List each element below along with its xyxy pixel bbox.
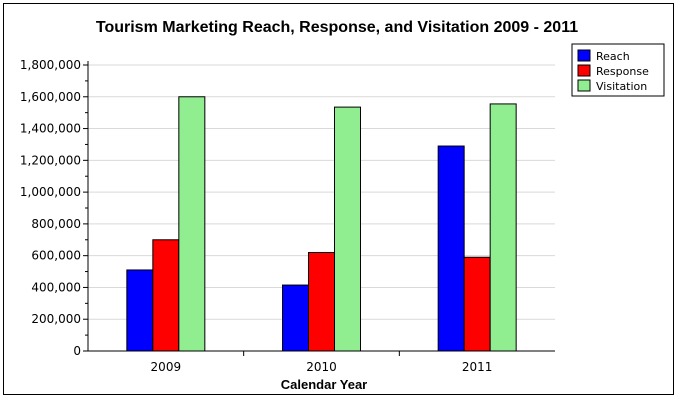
x-axis-label: Calendar Year <box>281 377 367 392</box>
bar-response-2009 <box>152 239 180 352</box>
legend-label-reach: Reach <box>596 50 630 63</box>
y-tick-label: 0 <box>73 344 81 358</box>
bar-response-2011 <box>463 256 491 352</box>
y-tick-label: 200,000 <box>31 312 81 326</box>
chart-title: Tourism Marketing Reach, Response, and V… <box>96 19 578 36</box>
legend-label-visitation: Visitation <box>596 80 647 93</box>
y-tick-label: 1,600,000 <box>20 90 81 104</box>
x-tick-label: 2010 <box>306 360 337 374</box>
legend: Reach Response Visitation <box>571 43 665 97</box>
chart-frame: Tourism Marketing Reach, Response, and V… <box>3 3 674 395</box>
y-tick-label: 1,200,000 <box>20 153 81 167</box>
y-tick-label: 1,800,000 <box>20 58 81 72</box>
y-tick-label: 1,000,000 <box>20 185 81 199</box>
bar-response-2010 <box>308 251 335 352</box>
legend-swatch-visitation <box>577 79 591 92</box>
bar-chart: Tourism Marketing Reach, Response, and V… <box>20 19 665 392</box>
x-tick-label: 2009 <box>151 360 182 374</box>
y-axis-ticks: 0 200,000 400,000 600,000 800,000 1,000,000 1,… <box>20 58 88 358</box>
bar-visitation-2011 <box>489 103 517 352</box>
x-axis-ticks: 2009 2010 2011 <box>151 351 493 374</box>
bar-visitation-2009 <box>178 96 206 352</box>
legend-label-response: Response <box>596 65 649 78</box>
y-tick-label: 1,400,000 <box>20 122 81 136</box>
bar-reach-2009 <box>126 269 154 352</box>
legend-swatch-reach <box>577 49 591 62</box>
y-tick-label: 400,000 <box>31 280 81 294</box>
legend-swatch-response <box>577 64 591 77</box>
y-tick-label: 600,000 <box>31 249 81 263</box>
bar-reach-2011 <box>437 145 465 352</box>
bars <box>126 96 517 352</box>
axes <box>87 61 555 352</box>
y-tick-label: 800,000 <box>31 217 81 231</box>
bar-visitation-2010 <box>334 106 361 352</box>
bar-reach-2010 <box>282 284 309 352</box>
x-tick-label: 2011 <box>462 360 493 374</box>
